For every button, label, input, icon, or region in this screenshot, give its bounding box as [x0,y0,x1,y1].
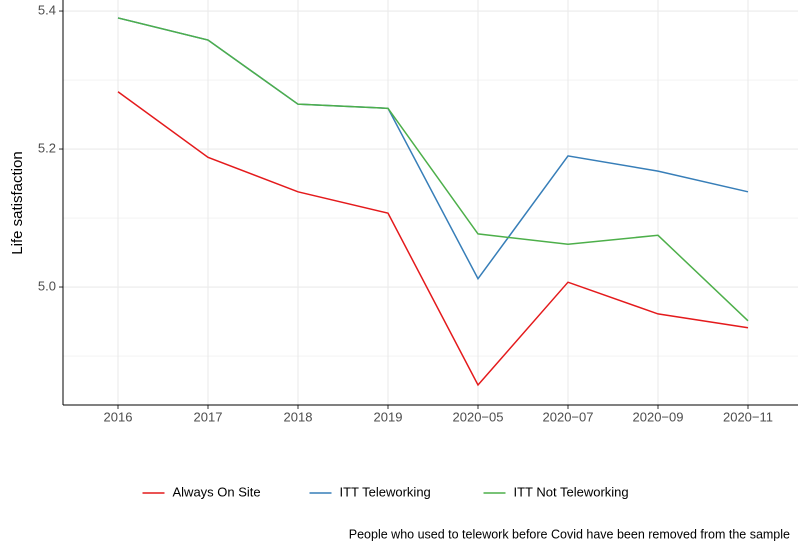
legend-label: Always On Site [173,484,261,499]
y-tick-label: 5.4 [38,2,56,17]
legend-label: ITT Teleworking [340,484,431,499]
legend-label: ITT Not Teleworking [514,484,629,499]
x-tick-label: 2020−11 [723,409,773,424]
x-tick-label: 2020−09 [633,409,684,424]
x-tick-label: 2018 [284,409,313,424]
series-line [117,91,749,387]
caption: People who used to telework before Covid… [349,527,790,541]
x-tick-label: 2020−07 [543,409,594,424]
x-tick-label: 2019 [374,409,403,424]
x-tick-label: 2017 [194,409,223,424]
y-tick-label: 5.2 [38,140,56,155]
y-tick-label: 5.0 [38,278,56,293]
x-tick-label: 2016 [104,409,133,424]
y-axis-label: Life satisfaction [9,151,26,254]
series-line [117,17,749,281]
x-tick-label: 2020−05 [453,409,504,424]
series-line [117,17,749,322]
